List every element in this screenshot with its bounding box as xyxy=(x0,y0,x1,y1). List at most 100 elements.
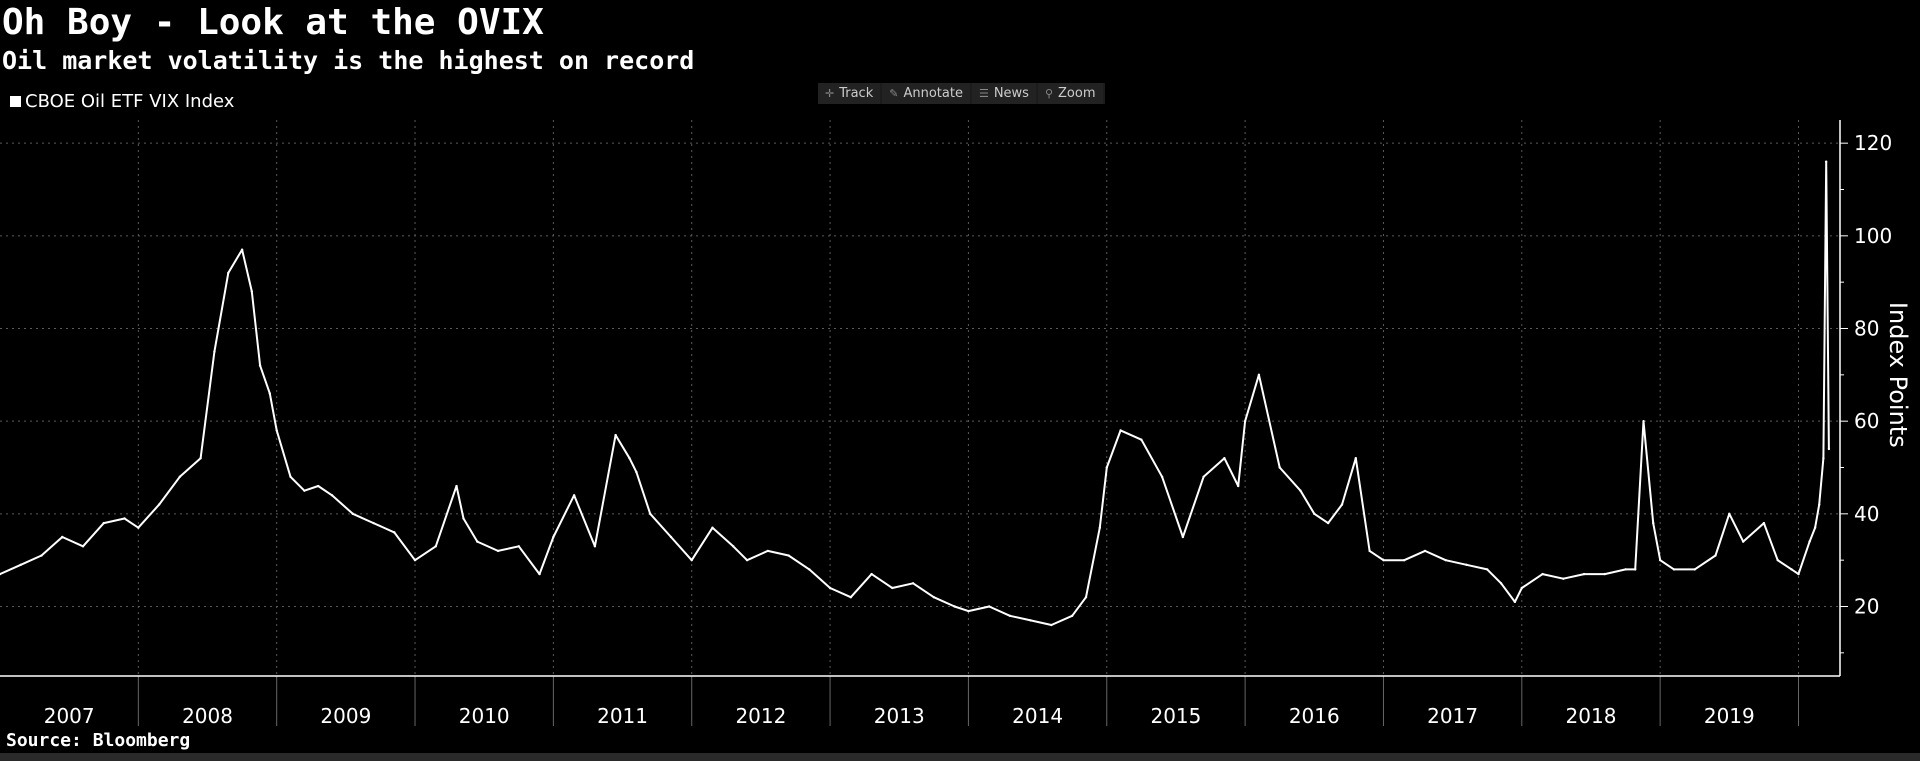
x-tick-labels: 2007 2008 2009 2010 2011 2012 2013 2014 2015 2016… xyxy=(44,704,1755,728)
data-point xyxy=(745,558,749,562)
magnifier-icon: ⚲ xyxy=(1044,87,1054,100)
data-point xyxy=(250,290,253,293)
data-point xyxy=(1160,475,1164,478)
data-point xyxy=(258,364,262,367)
x-tick-label: 2014 xyxy=(1012,704,1063,728)
chart-toolbar: ✛ Track ✎ Annotate ☰ News ⚲ Zoom xyxy=(818,83,1105,104)
data-point xyxy=(1050,623,1053,627)
data-point xyxy=(870,572,873,576)
news-icon: ☰ xyxy=(978,87,989,100)
series-layer xyxy=(0,160,1831,627)
data-point xyxy=(1582,572,1586,576)
data-point xyxy=(1776,558,1779,562)
data-point xyxy=(1368,549,1371,553)
y-axis-label: Index Points xyxy=(1884,302,1912,448)
data-point xyxy=(1808,540,1811,543)
data-point xyxy=(1098,526,1102,529)
x-tick-label: 2011 xyxy=(597,704,648,728)
data-point xyxy=(1465,563,1468,566)
data-point xyxy=(1119,429,1122,432)
x-tick-label: 2017 xyxy=(1427,704,1478,728)
y-tick-label: 20 xyxy=(1854,595,1879,619)
data-point xyxy=(1382,558,1385,562)
data-point xyxy=(61,535,64,539)
data-point xyxy=(572,494,576,497)
chart-subtitle: Oil market volatility is the highest on … xyxy=(2,46,695,75)
track-button[interactable]: ✛ Track xyxy=(818,83,881,104)
data-point xyxy=(316,484,320,488)
data-point xyxy=(1403,558,1406,562)
data-point xyxy=(0,572,2,576)
data-point xyxy=(1520,586,1524,590)
data-point xyxy=(1008,614,1012,617)
data-point xyxy=(1223,457,1226,460)
y-tick-labels: 20 40 60 80 100 120 xyxy=(1854,131,1892,618)
data-point xyxy=(1827,447,1831,451)
pencil-icon: ✎ xyxy=(889,87,899,100)
x-tick-label: 2015 xyxy=(1150,704,1201,728)
x-tick-label: 2012 xyxy=(735,704,786,728)
data-point xyxy=(1813,526,1817,529)
data-point xyxy=(1658,558,1662,562)
x-tick-label: 2018 xyxy=(1566,704,1617,728)
data-point xyxy=(649,512,652,516)
data-point xyxy=(240,248,244,251)
data-point xyxy=(1714,554,1717,557)
axes xyxy=(0,120,1848,726)
bottom-bar xyxy=(0,753,1920,761)
data-point xyxy=(891,586,894,590)
chart-title: Oh Boy - Look at the OVIX xyxy=(2,2,544,43)
data-point xyxy=(1672,568,1676,571)
data-point xyxy=(213,350,216,353)
data-point xyxy=(434,545,437,548)
data-point xyxy=(1562,577,1565,580)
data-point xyxy=(628,457,631,460)
crosshair-icon: ✛ xyxy=(825,87,835,100)
zoom-button[interactable]: ⚲ Zoom xyxy=(1037,83,1103,104)
data-point xyxy=(1354,457,1357,460)
data-point xyxy=(275,429,278,432)
news-label: News xyxy=(993,86,1029,101)
data-point xyxy=(766,549,770,553)
data-point xyxy=(1634,568,1637,571)
data-point xyxy=(1642,419,1645,423)
data-point xyxy=(1140,438,1143,441)
source-note: Source: Bloomberg xyxy=(6,730,191,751)
annotate-label: Annotate xyxy=(903,86,963,101)
data-point xyxy=(137,526,140,529)
data-point xyxy=(669,535,673,539)
data-point xyxy=(289,475,292,478)
news-button[interactable]: ☰ News xyxy=(971,83,1036,104)
data-point xyxy=(1728,512,1731,516)
data-point xyxy=(1236,484,1240,488)
data-point xyxy=(40,554,43,557)
data-point xyxy=(911,582,915,585)
y-tick-label: 60 xyxy=(1854,409,1879,433)
data-point xyxy=(462,517,465,520)
data-point xyxy=(413,558,417,562)
data-point xyxy=(372,521,375,525)
x-tick-label: 2008 xyxy=(182,704,233,728)
legend: CBOE Oil ETF VIX Index xyxy=(10,91,234,112)
annotate-button[interactable]: ✎ Annotate xyxy=(882,83,970,104)
data-point xyxy=(227,271,230,275)
x-tick-label: 2010 xyxy=(459,704,510,728)
data-point xyxy=(1105,466,1108,469)
data-point xyxy=(1624,568,1627,571)
data-point xyxy=(1603,572,1607,576)
y-tick-label: 40 xyxy=(1854,502,1879,526)
data-point xyxy=(1762,521,1766,525)
data-point xyxy=(787,554,790,557)
zoom-label: Zoom xyxy=(1058,86,1096,101)
data-point xyxy=(1084,596,1088,599)
data-point xyxy=(932,596,936,599)
data-point xyxy=(849,596,853,599)
gridlines xyxy=(0,120,1840,676)
data-point xyxy=(538,572,541,576)
data-point xyxy=(1486,568,1489,571)
data-point xyxy=(711,526,714,529)
data-point xyxy=(19,563,22,566)
data-point xyxy=(967,609,970,613)
data-point xyxy=(1181,535,1185,539)
